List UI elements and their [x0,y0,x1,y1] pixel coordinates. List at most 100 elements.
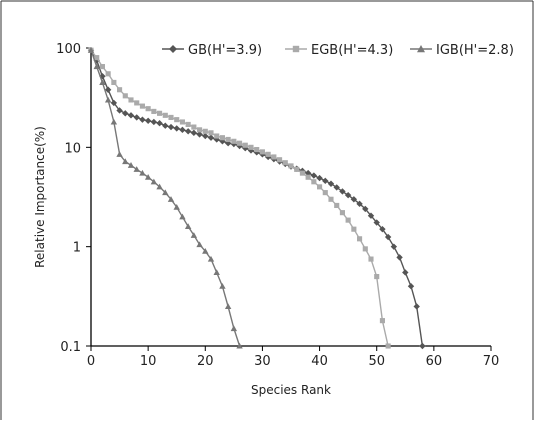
x-ticks: 0 10 20 30 40 50 60 70 [87,346,499,369]
data-point [271,154,277,160]
data-point [184,223,192,229]
data-point [316,174,323,182]
data-point [128,97,134,103]
data-point [379,318,385,324]
data-point [190,232,198,238]
series-line [90,49,389,347]
data-point [373,219,380,226]
data-point [157,110,163,116]
legend-marker [417,45,425,53]
data-point [277,157,283,163]
data-point [167,196,175,202]
data-point [282,160,288,166]
series-line [90,49,241,347]
data-point [144,174,152,180]
data-point [127,162,135,168]
data-point [259,149,265,155]
data-point [350,196,358,203]
data-point [202,128,208,134]
data-point [133,114,140,121]
data-point [384,233,392,241]
data-point [344,191,352,199]
data-point [87,47,95,53]
data-point [116,151,123,157]
data-point [162,122,169,129]
data-point [139,169,146,176]
data-point [190,129,198,137]
data-point [310,172,318,179]
data-point [345,217,351,223]
y-tick-label: 100 [56,42,81,57]
legend-label: IGB(H'=2.8) [436,43,514,58]
data-point [134,100,140,106]
x-axis-title: Species Rank [251,383,331,397]
data-point [99,64,105,70]
data-point [379,225,386,233]
data-point [105,71,111,77]
data-point [407,282,415,290]
data-point [139,116,146,123]
data-point [374,274,380,280]
data-point [339,188,346,195]
data-point [396,254,403,261]
data-point [156,119,163,127]
data-point [162,189,169,196]
data-point [385,343,391,349]
data-point [219,282,226,289]
data-point [362,205,369,213]
legend-marker [292,45,300,53]
data-point [334,202,340,209]
data-point [207,255,215,262]
data-point [333,184,340,191]
legend-marker [169,45,177,53]
data-point [110,118,118,125]
data-point [202,132,209,140]
x-tick-label: 70 [483,354,500,369]
legend: GB(H'=3.9) EGB(H'=4.3) IGB(H'=2.8) [162,43,514,58]
data-point [339,210,345,216]
x-tick-label: 20 [197,354,214,369]
data-point [225,136,231,143]
data-point [311,179,317,185]
legend-label: GB(H'=3.9) [188,43,262,58]
data-point [351,226,357,232]
data-point [254,146,260,153]
x-tick-label: 0 [87,354,95,369]
data-point [174,117,180,123]
data-point [214,133,220,139]
data-point [104,96,112,103]
data-point [356,200,363,208]
data-point [327,180,335,187]
data-point [230,140,238,148]
y-tick-label: 10 [64,141,81,156]
data-point [294,166,300,172]
data-point [99,73,106,80]
data-point [167,123,175,131]
data-point [179,119,185,125]
data-point [419,342,426,350]
data-point [168,114,174,120]
data-point [357,236,363,242]
data-point [231,138,237,144]
data-point [196,241,203,248]
data-point [110,99,118,107]
data-point [127,112,135,119]
data-point [122,93,128,99]
data-point [144,117,152,124]
data-point [185,121,191,128]
data-point [133,166,140,172]
legend-item: EGB(H'=4.3) [285,43,393,58]
x-tick-label: 50 [368,354,385,369]
x-tick-label: 40 [311,354,328,369]
legend-item: GB(H'=3.9) [162,43,262,58]
y-ticks: 0.1 1 10 100 [56,42,91,355]
series-square [88,47,391,349]
x-tick-label: 60 [426,354,443,369]
data-point [230,325,238,332]
data-point [94,55,100,61]
data-point [248,144,254,150]
data-point [179,126,186,134]
data-point [299,170,305,176]
